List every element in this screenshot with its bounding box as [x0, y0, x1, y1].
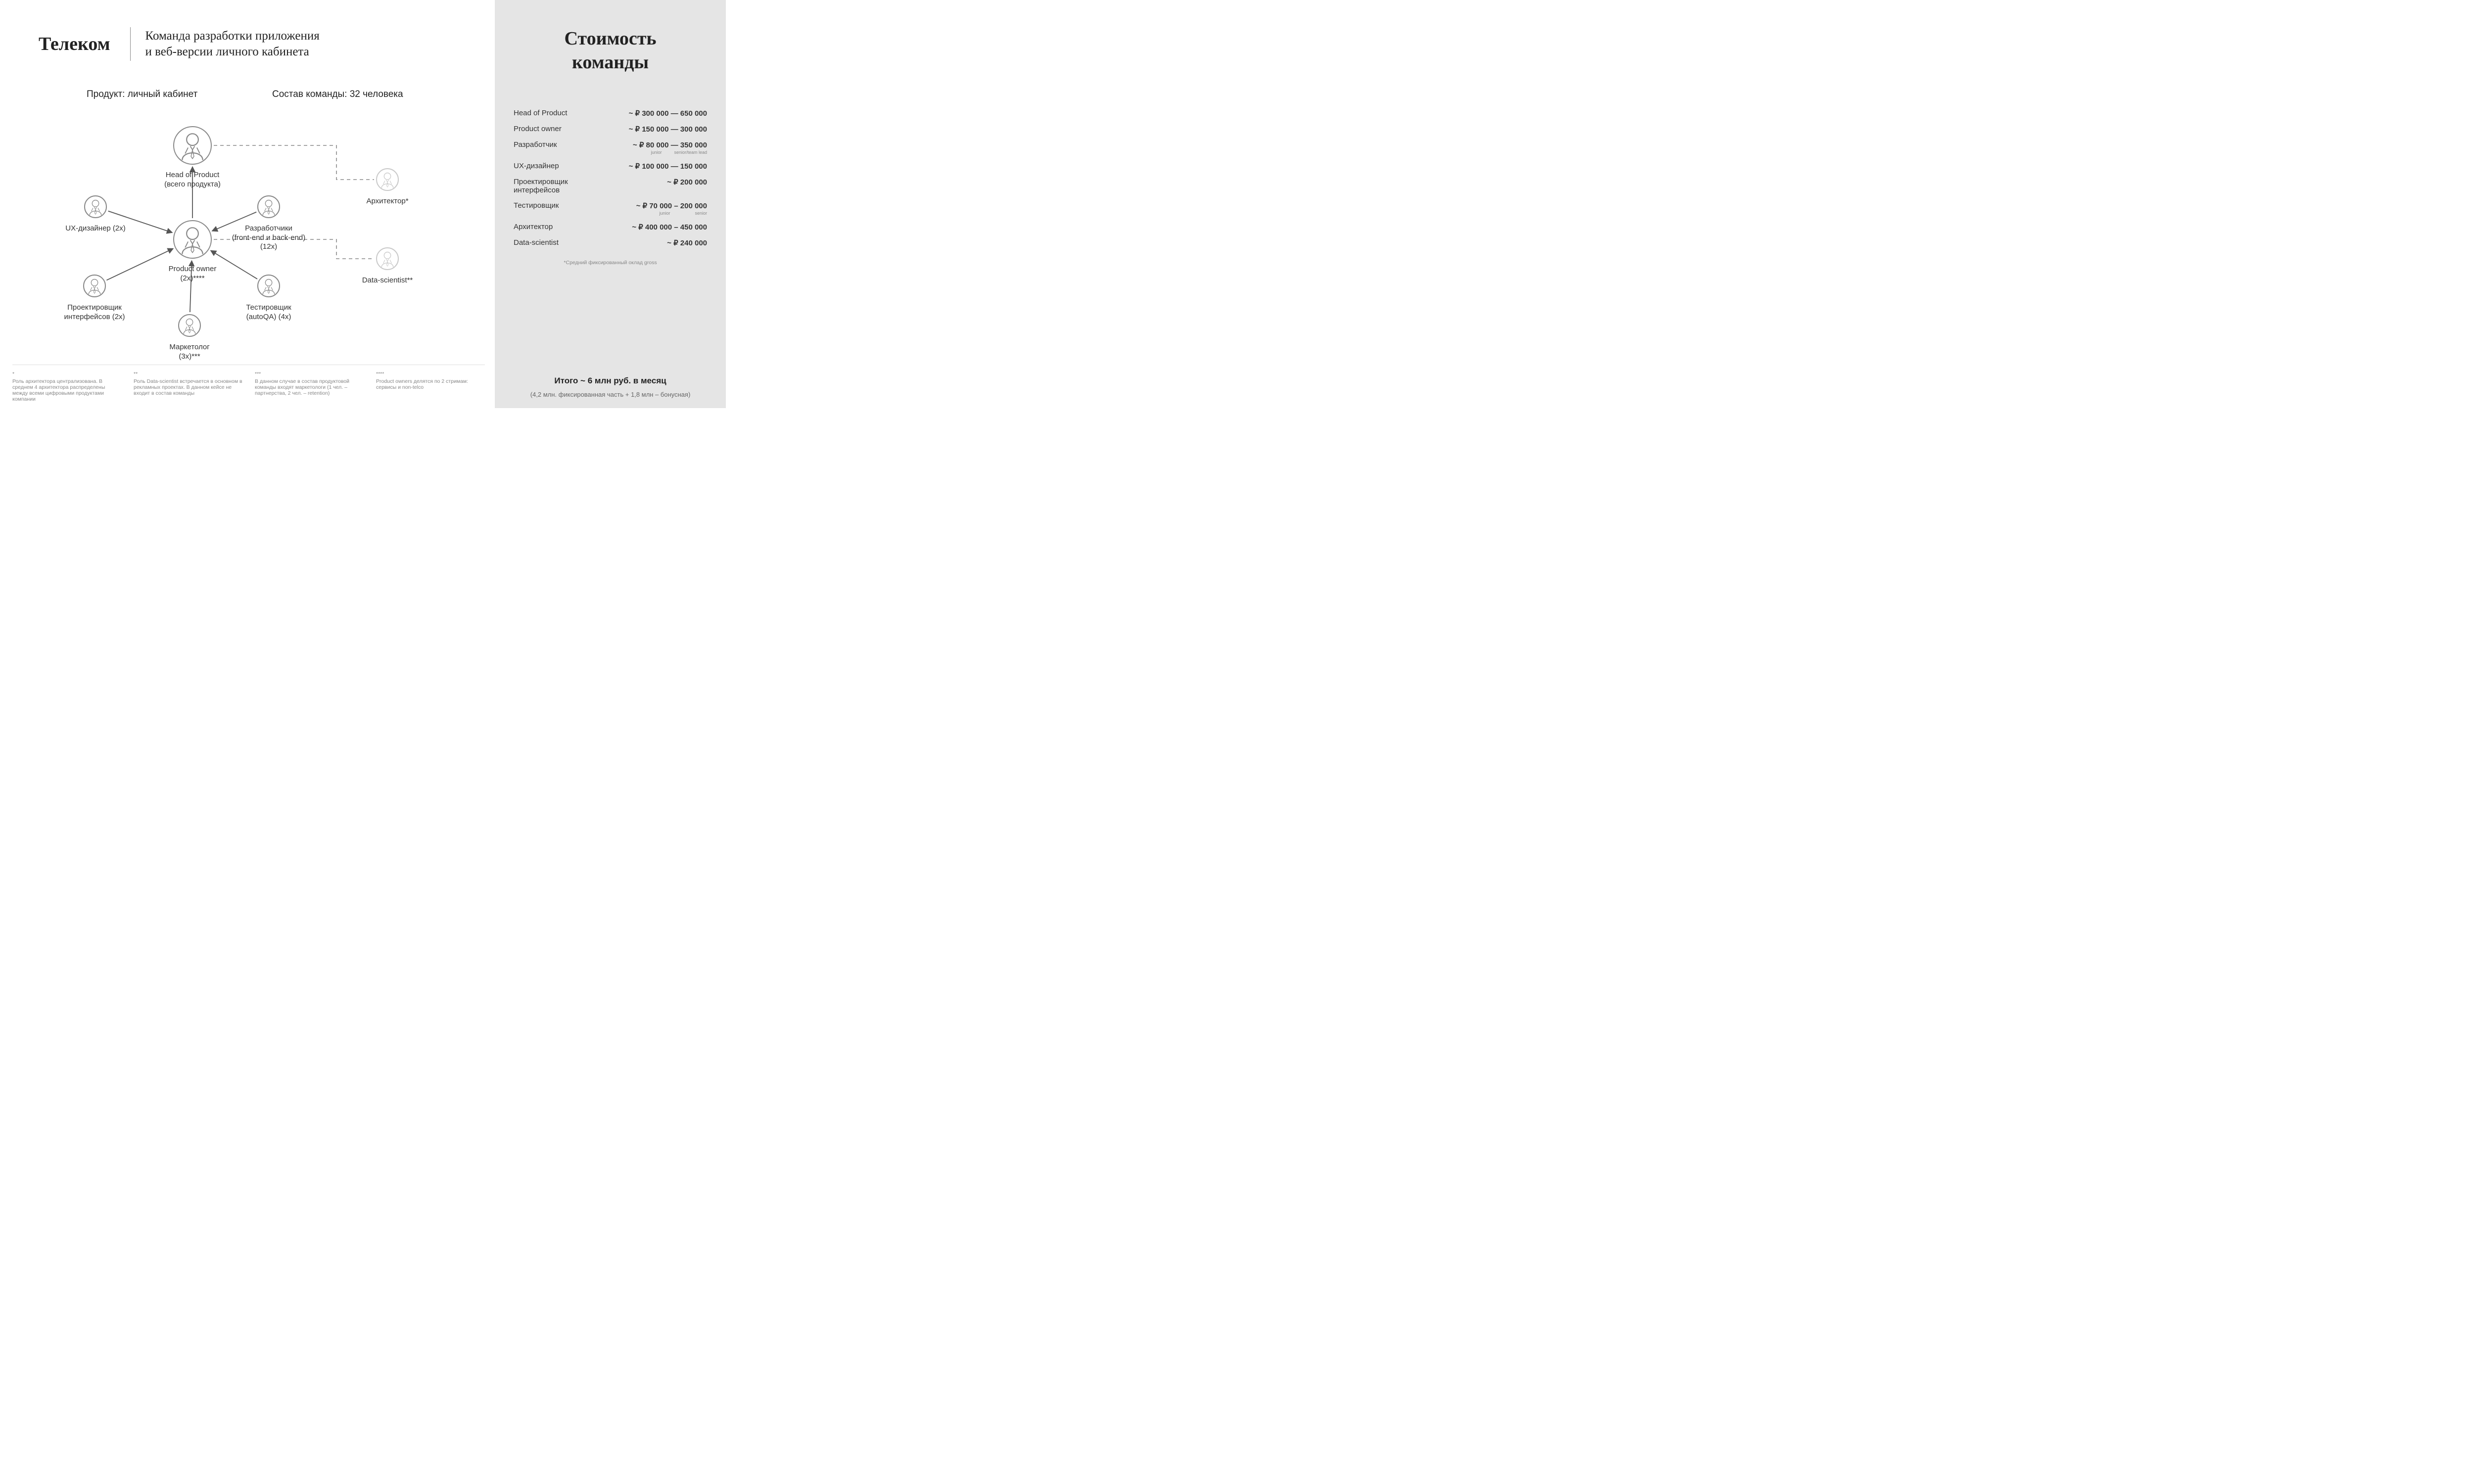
node-ds: Data-scientist**	[346, 247, 428, 285]
left-panel: Телеком Команда разработки приложения и …	[0, 0, 495, 408]
subtitle: Команда разработки приложения и веб-верс…	[145, 28, 320, 60]
avatar-icon	[376, 168, 399, 191]
node-ux: UX-дизайнер (2x)	[54, 195, 137, 233]
price-role: Проектировщик интерфейсов	[514, 178, 603, 194]
price-role: Head of Product	[514, 109, 567, 117]
cost-title: Стоимость команды	[495, 27, 726, 74]
cost-title-line1: Стоимость	[495, 27, 726, 51]
avatar-icon	[173, 220, 212, 259]
company-name: Телеком	[39, 33, 110, 55]
node-proj: Проектировщикинтерфейсов (2x)	[53, 275, 136, 322]
footnote: ****Product owners делятся по 2 стримам:…	[376, 371, 485, 402]
price-value: ~ ₽ 400 000 – 450 000	[632, 223, 707, 232]
price-value: ~ ₽ 70 000 – 200 000junior senior	[636, 201, 707, 216]
org-diagram: Head of Product(всего продукта) Product …	[30, 109, 465, 371]
avatar-icon	[83, 275, 106, 297]
footnote: ***В данном случае в состав продуктовой …	[255, 371, 364, 402]
price-value: ~ ₽ 150 000 — 300 000	[629, 125, 707, 134]
node-arch: Архитектор*	[346, 168, 428, 206]
footnote: *Роль архитектора централизована. В сред…	[12, 371, 121, 402]
price-value: ~ ₽ 300 000 — 650 000	[629, 109, 707, 118]
price-role: Разработчик	[514, 140, 557, 149]
price-note: *Средний фиксированный оклад gross	[495, 260, 726, 266]
price-value: ~ ₽ 100 000 — 150 000	[629, 162, 707, 171]
avatar-icon	[84, 195, 107, 218]
header-divider	[130, 27, 131, 61]
cost-breakdown: (4,2 млн. фиксированная часть + 1,8 млн …	[495, 391, 726, 398]
avatar-icon	[173, 126, 212, 165]
cost-title-line2: команды	[495, 51, 726, 75]
price-row: Архитектор ~ ₽ 400 000 – 450 000	[514, 223, 707, 232]
price-row: Data-scientist ~ ₽ 240 000	[514, 238, 707, 247]
avatar-icon	[257, 275, 280, 297]
node-dev: Разработчики(front-end и back-end)(12x)	[228, 195, 310, 252]
cost-footer: Итого ~ 6 млн руб. в месяц (4,2 млн. фик…	[495, 376, 726, 398]
price-role: Product owner	[514, 125, 562, 133]
price-row: Разработчик ~ ₽ 80 000 — 350 000junior s…	[514, 140, 707, 155]
price-role: Архитектор	[514, 223, 553, 231]
price-row: Product owner ~ ₽ 150 000 — 300 000	[514, 125, 707, 134]
price-value: ~ ₽ 200 000	[667, 178, 707, 186]
node-mkt: Маркетолог(3x)***	[148, 314, 231, 361]
subtitle-line2: и веб-версии личного кабинета	[145, 44, 320, 60]
node-hop: Head of Product(всего продукта)	[143, 126, 241, 189]
price-row: Проектировщик интерфейсов ~ ₽ 200 000	[514, 178, 707, 194]
price-role: UX-дизайнер	[514, 162, 559, 170]
team-label: Состав команды: 32 человека	[272, 89, 403, 100]
node-qa: Тестировщик(autoQA) (4x)	[228, 275, 310, 322]
footnote: **Роль Data-scientist встречается в осно…	[134, 371, 242, 402]
price-row: Head of Product ~ ₽ 300 000 — 650 000	[514, 109, 707, 118]
price-table: Head of Product ~ ₽ 300 000 — 650 000 Pro…	[514, 109, 707, 247]
price-value: ~ ₽ 240 000	[667, 238, 707, 247]
avatar-icon	[376, 247, 399, 270]
cost-total: Итого ~ 6 млн руб. в месяц	[495, 376, 726, 386]
price-row: UX-дизайнер ~ ₽ 100 000 — 150 000	[514, 162, 707, 171]
right-panel: Стоимость команды Head of Product ~ ₽ 30…	[495, 0, 726, 408]
price-role: Тестировщик	[514, 201, 559, 210]
price-row: Тестировщик ~ ₽ 70 000 – 200 000junior s…	[514, 201, 707, 216]
node-po: Product owner(2x)****	[143, 220, 241, 283]
avatar-icon	[178, 314, 201, 337]
product-label: Продукт: личный кабинет	[87, 89, 197, 100]
price-role: Data-scientist	[514, 238, 559, 247]
subtitle-line1: Команда разработки приложения	[145, 28, 320, 45]
header: Телеком Команда разработки приложения и …	[39, 27, 320, 61]
price-value: ~ ₽ 80 000 — 350 000junior senior/team l…	[633, 140, 707, 155]
avatar-icon	[257, 195, 280, 218]
footnotes: *Роль архитектора централизована. В сред…	[12, 365, 485, 402]
